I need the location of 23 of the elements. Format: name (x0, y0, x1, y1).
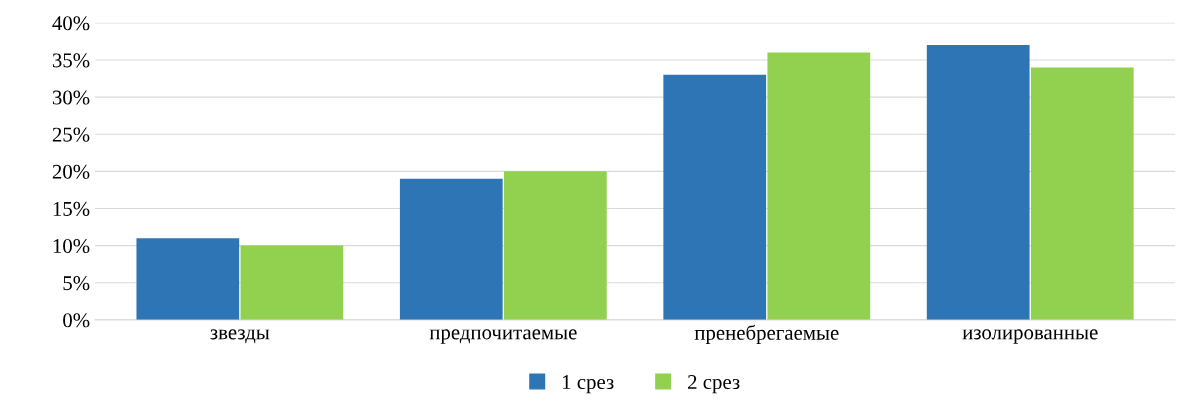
y-tick-label: 5% (63, 276, 90, 291)
bar (136, 238, 240, 320)
x-tick-label: предпочитаемые (429, 329, 577, 344)
x-tick-label: пренебрегаемые (694, 324, 839, 345)
y-tick-label: 35% (52, 53, 90, 68)
legend-label: 2 срез (688, 375, 740, 394)
x-tick-label: звезды (210, 329, 270, 344)
bar (503, 171, 607, 320)
bar (767, 52, 871, 320)
bar (663, 74, 767, 320)
bar (399, 178, 503, 320)
bar (240, 245, 344, 320)
legend-label: 1 срез (563, 375, 614, 394)
y-tick-label: 0% (63, 313, 90, 328)
bar (1030, 67, 1134, 320)
y-tick-label: 25% (52, 127, 90, 142)
y-tick-label: 20% (52, 164, 90, 179)
y-tick-label: 15% (53, 201, 90, 216)
y-tick-label: 40% (52, 16, 90, 31)
y-tick-label: 10% (53, 238, 90, 254)
x-tick-label: изолированные (962, 329, 1098, 344)
bar (926, 45, 1030, 320)
y-tick-label: 30% (52, 90, 90, 105)
